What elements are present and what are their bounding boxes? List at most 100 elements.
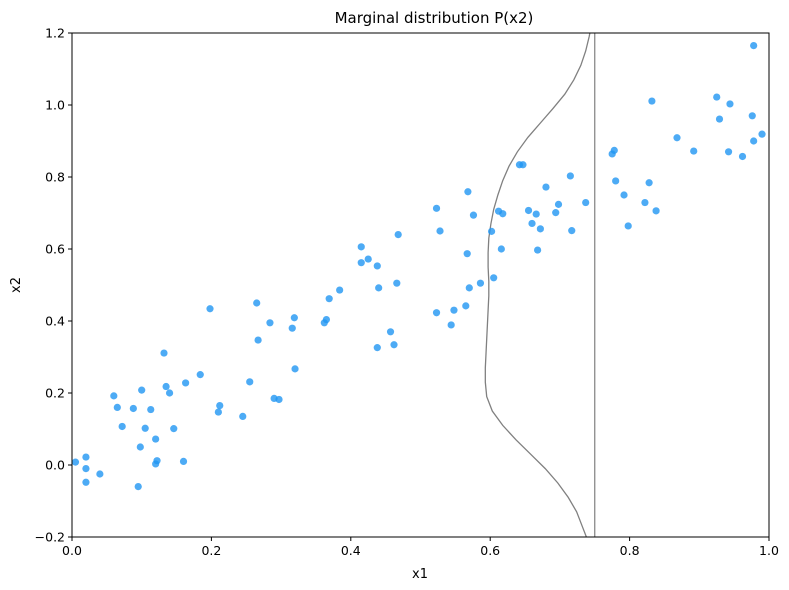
scatter-point [322, 315, 330, 324]
scatter-point [82, 478, 90, 486]
scatter-point [110, 392, 118, 400]
scatter-point [136, 443, 144, 451]
x-tick-label: 0.0 [62, 543, 82, 558]
scatter-point [288, 324, 296, 332]
scatter-point [390, 341, 398, 349]
scatter-point [153, 457, 161, 465]
scatter-point [147, 405, 155, 414]
scatter-point [463, 250, 471, 258]
scatter-point [291, 365, 299, 373]
scatter-point [275, 395, 283, 404]
scatter-point [652, 207, 660, 215]
x-tick-label: 0.6 [480, 543, 500, 558]
scatter-point [499, 210, 507, 218]
scatter-point [393, 279, 401, 287]
scatter-point [152, 435, 160, 443]
scatter-point [113, 403, 121, 411]
scatter-point [528, 219, 536, 228]
scatter-point [641, 198, 649, 207]
scatter-point [246, 378, 254, 386]
scatter-point [566, 172, 574, 180]
scatter-point [462, 302, 470, 310]
x-tick-label: 0.8 [620, 543, 640, 558]
scatter-point [141, 424, 149, 432]
scatter-point [165, 389, 174, 397]
scatter-point [82, 453, 90, 461]
scatter-point [490, 274, 498, 282]
scatter-point [750, 42, 758, 50]
scatter-point [476, 279, 485, 287]
scatter-point [357, 259, 365, 267]
y-axis-label: x2 [9, 277, 24, 293]
scatter-point [182, 379, 190, 387]
points-layer [71, 42, 766, 491]
x-tick-label: 1.0 [759, 543, 779, 558]
scatter-point [336, 286, 344, 294]
scatter-point [386, 328, 395, 336]
scatter-point [253, 299, 261, 307]
scatter-point [373, 344, 381, 352]
marginal-density-curve [484, 33, 591, 537]
scatter-point [432, 204, 441, 212]
x-axis-ticks: 0.0 0.2 0.4 0.6 0.8 1.0 [62, 537, 779, 558]
scatter-point [568, 227, 576, 235]
scatter-point [610, 146, 618, 154]
scatter-point [624, 222, 632, 230]
scatter-point [214, 408, 222, 416]
scatter-point [497, 245, 505, 253]
scatter-point [196, 371, 204, 379]
y-tick-label: 1.2 [45, 26, 65, 41]
scatter-point [138, 386, 146, 394]
scatter-point [373, 262, 381, 270]
scatter-point [532, 210, 540, 218]
scatter-point [724, 148, 733, 156]
scatter-point [673, 134, 681, 142]
scatter-point [648, 97, 656, 105]
y-tick-label: 0.8 [45, 170, 65, 185]
scatter-point [552, 209, 560, 217]
scatter-point [170, 425, 178, 433]
scatter-point [758, 130, 766, 138]
scatter-point [450, 306, 458, 314]
y-tick-label: −0.2 [35, 530, 65, 545]
marginal-curve-layer [484, 33, 596, 537]
scatter-point [364, 255, 372, 263]
scatter-point [134, 483, 142, 491]
scatter-point [554, 200, 563, 208]
scatter-point [715, 115, 724, 123]
scatter-point [464, 188, 472, 196]
chart-title: Marginal distribution P(x2) [335, 9, 534, 27]
scatter-point [432, 309, 441, 317]
y-tick-label: 0.2 [45, 386, 65, 401]
scatter-point [534, 246, 542, 254]
scatter-point [216, 402, 224, 410]
scatter-point [179, 457, 188, 465]
scatter-point [645, 179, 653, 187]
scatter-point [582, 198, 590, 207]
y-axis-ticks: −0.2 0.0 0.2 0.4 0.6 0.8 1.0 1.2 [35, 26, 72, 545]
scatter-point [542, 183, 550, 191]
scatter-point [487, 227, 496, 235]
scatter-point [447, 321, 455, 329]
scatter-point [436, 227, 444, 235]
scatter-point [118, 422, 126, 431]
scatter-point [524, 206, 533, 215]
scatter-point [465, 284, 473, 292]
scatter-point [620, 191, 628, 199]
scatter-point [96, 470, 104, 478]
y-tick-label: 0.4 [45, 314, 65, 329]
scatter-point [469, 211, 478, 219]
scatter-point [748, 112, 756, 120]
scatter-point [162, 382, 170, 391]
scatter-point [266, 319, 274, 327]
scatter-point [612, 177, 620, 185]
x-axis-label: x1 [412, 567, 428, 582]
scatter-point [254, 336, 262, 344]
scatter-point [129, 404, 137, 413]
scatter-point [750, 137, 758, 145]
scatter-point [290, 314, 298, 322]
scatter-point [206, 305, 214, 313]
scatter-point [71, 458, 80, 466]
y-tick-label: 0.6 [45, 242, 65, 257]
